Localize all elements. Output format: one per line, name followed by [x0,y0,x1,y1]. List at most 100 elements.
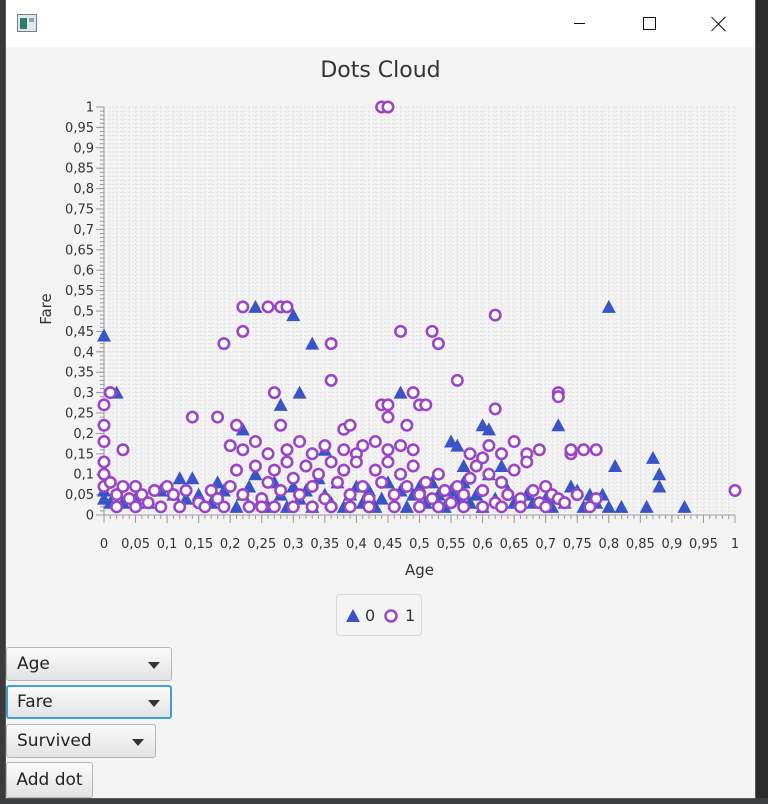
data-point-series-1 [324,455,338,469]
y-tick-label: 0 [86,509,94,524]
chevron-down-icon [132,739,144,746]
data-point-series-1 [495,447,509,461]
data-point-series-0 [456,459,471,473]
data-point-series-1 [412,500,426,514]
data-point-series-1 [337,443,351,457]
data-point-series-1 [305,500,319,514]
data-point-series-1 [444,496,458,510]
data-point-series-1 [381,443,395,457]
data-point-series-1 [387,488,401,502]
data-point-series-1 [431,337,445,351]
chart-legend: 0 1 [336,594,422,636]
data-point-series-1 [103,475,117,489]
data-point-series-1 [349,455,363,469]
data-point-series-0 [393,385,408,399]
data-point-series-1 [381,410,395,424]
data-point-series-1 [141,496,155,510]
data-point-series-1 [267,386,281,400]
add-dot-button[interactable]: Add dot [6,762,93,798]
data-point-series-1 [179,484,193,498]
data-point-series-1 [173,500,187,514]
desktop-taskbar-edge [0,798,768,804]
data-point-series-1 [362,500,376,514]
y-tick-label: 0,8 [73,182,94,197]
data-point-series-0 [273,397,288,411]
y-tick-label: 0,4 [73,345,94,360]
minimize-button[interactable] [556,0,602,47]
data-point-series-1 [230,463,244,477]
triangle-icon [346,609,360,622]
data-point-series-1 [387,500,401,514]
x-axis-select[interactable]: Age [6,647,172,681]
y-tick-label: 0,9 [73,141,94,156]
data-point-series-1 [469,459,483,473]
legend-label-0: 0 [365,606,376,625]
y-tick-label: 0,65 [65,243,94,258]
data-point-series-1 [305,479,319,493]
data-point-series-1 [589,443,603,457]
y-tick-label: 0,95 [65,121,94,136]
data-point-series-0 [286,308,301,322]
data-point-series-1 [507,435,521,449]
data-point-series-1 [217,500,231,514]
x-tick-label: 0,75 [563,537,592,552]
data-point-series-0 [450,438,465,452]
data-point-series-1 [293,435,307,449]
data-point-series-1 [154,500,168,514]
maximize-button[interactable] [626,0,672,47]
x-tick-label: 0,15 [184,537,213,552]
data-point-series-1 [425,492,439,506]
data-point-series-1 [166,488,180,502]
data-point-series-1 [198,500,212,514]
data-point-series-1 [728,484,742,498]
data-point-series-1 [318,492,332,506]
data-point-series-1 [299,459,313,473]
data-point-series-0 [614,499,629,513]
data-point-series-1 [564,443,578,457]
data-point-series-0 [469,487,484,501]
data-point-series-0 [235,422,250,436]
data-point-series-1 [513,500,527,514]
data-point-series-1 [97,435,111,449]
data-point-series-1 [394,439,408,453]
data-point-series-1 [274,418,288,432]
data-point-series-1 [236,488,250,502]
title-bar[interactable] [6,0,755,47]
data-point-series-1 [539,479,553,493]
data-point-series-1 [419,398,433,412]
java-app-icon [17,14,37,32]
y-tick-label: 0,1 [73,468,94,483]
y-tick-label: 0,15 [65,447,94,462]
x-tick-label: 0,85 [626,537,655,552]
class-select[interactable]: Survived [6,724,156,758]
data-point-series-1 [558,496,572,510]
data-point-series-0 [645,450,660,464]
class-select-value: Survived [17,731,92,751]
data-point-series-1 [286,500,300,514]
data-point-series-1 [261,300,275,314]
data-point-series-1 [450,373,464,387]
x-tick-label: 0,7 [535,537,556,552]
data-point-series-1 [211,410,225,424]
y-tick-label: 0,6 [73,264,94,279]
data-point-series-1 [431,467,445,481]
y-axis-select-value: Fare [17,692,53,712]
data-point-series-1 [116,479,130,493]
data-point-series-1 [97,467,111,481]
app-window: Dots Cloud 0 0,05 0,1 0,15 0,2 0,25 0,3 0,35 0,4… [6,0,755,798]
data-point-series-1 [204,484,218,498]
maximize-icon [642,17,656,30]
data-point-series-1 [116,443,130,457]
x-tick-label: 0,4 [346,537,367,552]
y-axis-select[interactable]: Fare [6,685,172,719]
data-point-series-1 [255,500,269,514]
data-point-series-1 [526,484,540,498]
y-tick-label: 0,45 [65,325,94,340]
data-point-series-1 [236,300,250,314]
data-point-series-1 [267,463,281,477]
data-point-series-1 [129,479,143,493]
data-point-series-1 [482,467,496,481]
data-point-series-0 [608,459,623,473]
data-point-series-1 [242,500,256,514]
data-point-series-0 [229,499,244,513]
